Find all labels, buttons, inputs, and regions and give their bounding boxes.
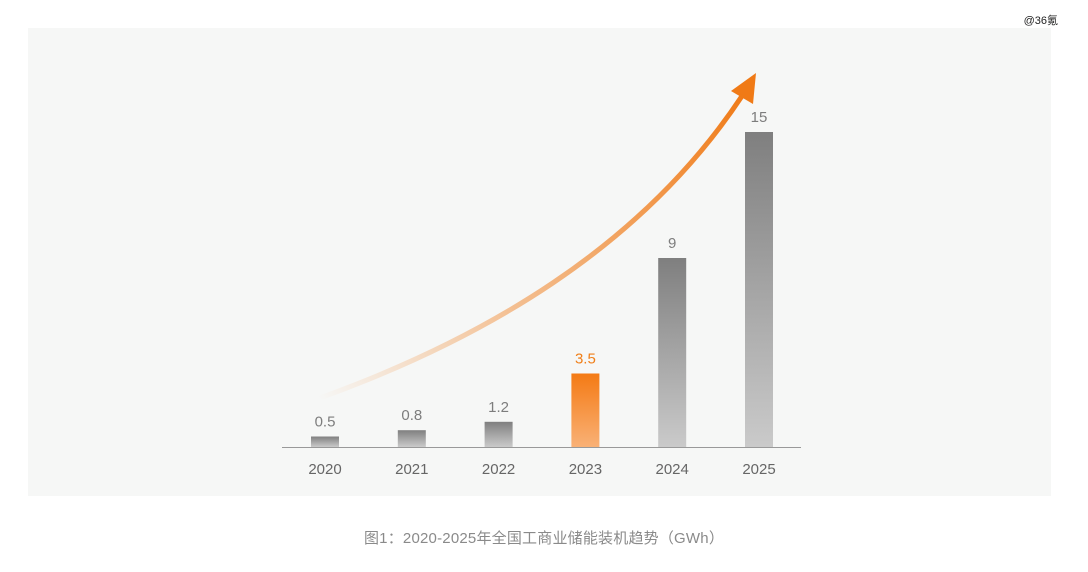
bar-2024 (658, 258, 687, 447)
data-label-2023: 3.5 (575, 351, 596, 368)
bar-2020 (311, 436, 339, 447)
data-label-2022: 1.2 (488, 399, 509, 416)
bar-2023 (571, 373, 600, 447)
data-label-2021: 0.8 (401, 407, 422, 424)
x-tick-label-2023: 2023 (569, 461, 602, 478)
data-label-2024: 9 (668, 235, 676, 252)
bar-chart: 0.5 2020 0.8 2021 1.2 2022 3.5 2023 9 2024 15 2025 (282, 73, 801, 478)
bar-2025 (745, 132, 773, 447)
bar-2022 (484, 421, 513, 447)
trend-arrow-head (731, 73, 756, 104)
x-tick-label-2024: 2024 (656, 461, 689, 478)
bar-2021 (397, 430, 426, 447)
bars-layer (311, 132, 773, 447)
x-tick-label-2022: 2022 (482, 461, 515, 478)
labels-layer: 0.5 2020 0.8 2021 1.2 2022 3.5 2023 9 2024 15 2025 (308, 109, 775, 478)
x-tick-label-2021: 2021 (395, 461, 428, 478)
watermark: @36氪 (1023, 15, 1058, 27)
chart-panel (28, 28, 1051, 496)
figure-caption: 图1：2020-2025年全国工商业储能装机趋势（GWh） (363, 530, 725, 547)
x-tick-label-2025: 2025 (742, 461, 775, 478)
x-tick-label-2020: 2020 (308, 461, 341, 478)
data-label-2025: 15 (751, 109, 768, 126)
trend-arrow-curve (317, 93, 745, 401)
data-label-2020: 0.5 (315, 414, 336, 431)
trend-arrow-layer (317, 73, 756, 401)
